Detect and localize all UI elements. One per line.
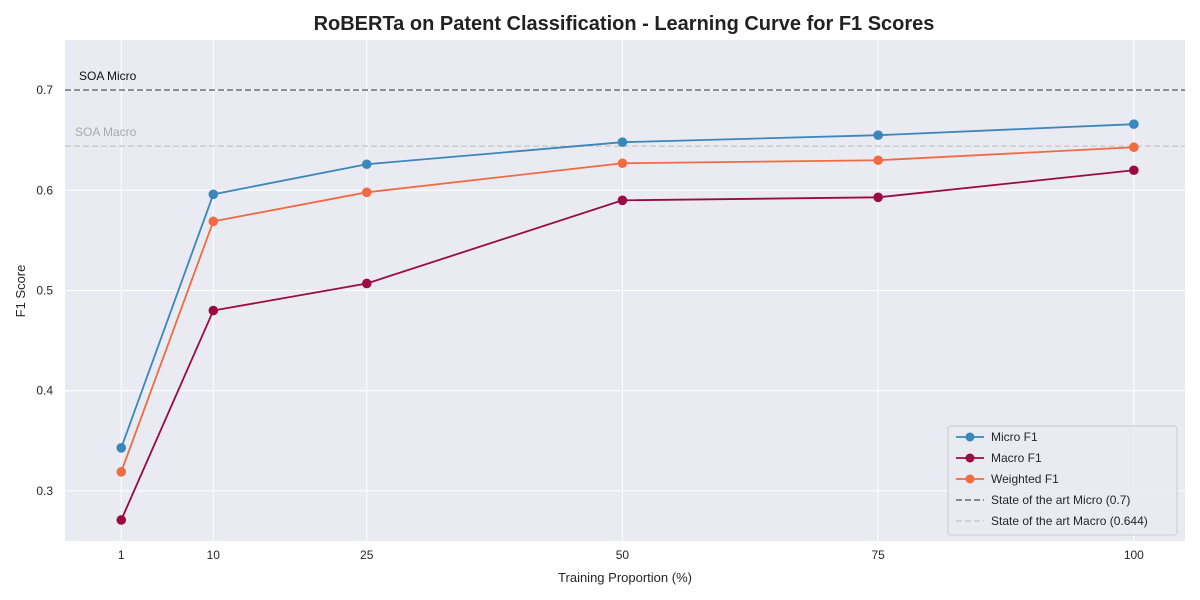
data-point-macro-f1 bbox=[208, 305, 219, 316]
legend-marker bbox=[965, 474, 975, 484]
data-point-weighted-f1 bbox=[208, 216, 219, 227]
x-tick-label: 100 bbox=[1124, 548, 1144, 562]
x-tick-label: 50 bbox=[616, 548, 630, 562]
series-group bbox=[116, 119, 1139, 525]
legend-item-state-of-the-art-micro-0-7: State of the art Micro (0.7) bbox=[956, 493, 1130, 507]
legend-label: State of the art Micro (0.7) bbox=[991, 493, 1130, 507]
y-tick-label: 0.6 bbox=[36, 183, 53, 197]
legend-label: State of the art Macro (0.644) bbox=[991, 514, 1148, 528]
y-tick-label: 0.4 bbox=[36, 384, 53, 398]
x-tick-label: 25 bbox=[360, 548, 374, 562]
legend-marker bbox=[965, 453, 975, 463]
legend-item-weighted-f1: Weighted F1 bbox=[956, 472, 1059, 486]
data-point-micro-f1 bbox=[1129, 119, 1139, 129]
series-line-weighted-f1 bbox=[120, 146, 1134, 473]
data-point-micro-f1 bbox=[873, 130, 883, 140]
tick-labels: 1 10 25 50 75 100 0.3 0.4 0.5 0.6 0.7 bbox=[36, 83, 1144, 562]
series-line-macro-f1 bbox=[120, 169, 1134, 521]
data-point-micro-f1 bbox=[208, 189, 219, 200]
data-point-macro-f1 bbox=[1129, 165, 1139, 176]
legend-item-macro-f1: Macro F1 bbox=[956, 451, 1042, 465]
data-point-micro-f1 bbox=[361, 159, 372, 170]
data-point-weighted-f1 bbox=[1129, 142, 1139, 153]
data-point-macro-f1 bbox=[617, 195, 628, 206]
legend-item-state-of-the-art-macro-0-644: State of the art Macro (0.644) bbox=[956, 514, 1148, 528]
reference-label-soa-micro: SOA Micro bbox=[79, 69, 137, 83]
reference-label-soa-macro: SOA Macro bbox=[75, 125, 137, 139]
data-point-macro-f1 bbox=[361, 278, 372, 289]
x-axis-label: Training Proportion (%) bbox=[558, 570, 692, 585]
data-point-weighted-f1 bbox=[116, 467, 127, 477]
series-macro-f1 bbox=[116, 165, 1139, 525]
data-point-weighted-f1 bbox=[873, 155, 883, 166]
legend-label: Micro F1 bbox=[991, 430, 1038, 444]
legend: Micro F1 Macro F1 Weighted F1 State of the … bbox=[947, 425, 1178, 536]
series-micro-f1 bbox=[116, 119, 1139, 453]
legend-marker bbox=[965, 432, 975, 442]
data-point-weighted-f1 bbox=[361, 187, 372, 198]
series-line-micro-f1 bbox=[120, 123, 1134, 449]
legend-item-micro-f1: Micro F1 bbox=[956, 430, 1038, 444]
y-tick-label: 0.3 bbox=[36, 484, 53, 498]
data-point-micro-f1 bbox=[617, 137, 628, 148]
legend-label: Macro F1 bbox=[991, 451, 1042, 465]
x-tick-label: 10 bbox=[207, 548, 221, 562]
chart-title: RoBERTa on Patent Classification - Learn… bbox=[314, 13, 935, 35]
legend-label: Weighted F1 bbox=[991, 472, 1059, 486]
data-point-macro-f1 bbox=[116, 515, 127, 525]
y-tick-label: 0.5 bbox=[36, 284, 53, 298]
data-point-micro-f1 bbox=[116, 443, 127, 453]
legend-box bbox=[947, 425, 1178, 536]
y-tick-label: 0.7 bbox=[36, 83, 53, 97]
x-tick-label: 1 bbox=[118, 548, 125, 562]
y-axis-label: F1 Score bbox=[13, 265, 28, 318]
series-weighted-f1 bbox=[116, 142, 1139, 477]
x-tick-label: 75 bbox=[871, 548, 885, 562]
data-point-weighted-f1 bbox=[617, 158, 628, 169]
data-point-macro-f1 bbox=[873, 192, 883, 203]
